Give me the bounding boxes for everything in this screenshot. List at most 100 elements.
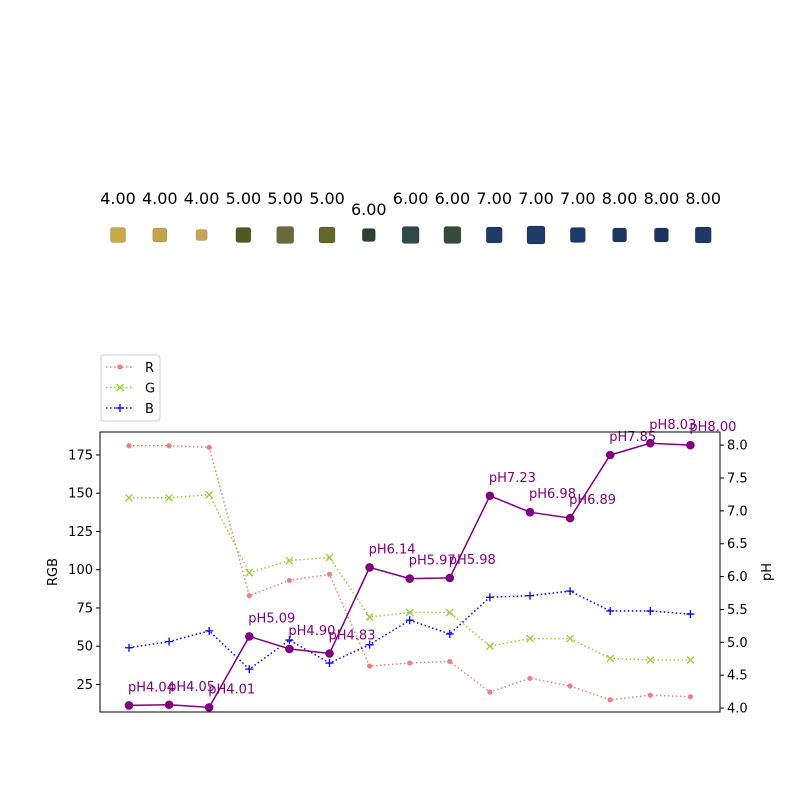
ph-series-point bbox=[485, 491, 495, 501]
r-series-point bbox=[126, 443, 132, 449]
b-series-point bbox=[686, 610, 695, 619]
ph-annotation: pH4.83 bbox=[329, 629, 376, 644]
sample-label: 4.00 bbox=[142, 189, 178, 208]
r-series-point bbox=[687, 694, 694, 700]
sample-swatch bbox=[569, 227, 586, 243]
y2-tick-label: 4.5 bbox=[727, 669, 748, 684]
legend-label: R bbox=[145, 361, 154, 376]
b-series-point bbox=[165, 637, 174, 646]
r-series-point bbox=[447, 658, 453, 665]
b-series-point bbox=[646, 607, 655, 616]
b-series-point bbox=[285, 636, 294, 645]
y2-tick-label: 6.0 bbox=[727, 570, 748, 585]
sample-swatch bbox=[612, 227, 627, 243]
r-series-point bbox=[246, 593, 252, 599]
y-tick-label: 125 bbox=[68, 525, 93, 540]
sample-swatch bbox=[318, 226, 336, 244]
ph-annotation: pH7.23 bbox=[489, 471, 536, 486]
b-series-point bbox=[205, 626, 214, 635]
sample-label: 5.00 bbox=[267, 189, 303, 208]
g-series-point bbox=[646, 656, 655, 664]
ph-series-point bbox=[525, 507, 535, 517]
ph-annotation: pH6.98 bbox=[529, 487, 576, 502]
sample-label: 7.00 bbox=[560, 189, 596, 208]
ph-series-point bbox=[565, 513, 575, 523]
sample-swatch bbox=[276, 226, 295, 244]
g-series-point bbox=[245, 568, 254, 577]
y-tick-label: 25 bbox=[76, 678, 93, 693]
b-series-point bbox=[606, 607, 615, 616]
sample-swatch bbox=[485, 226, 503, 244]
legend: RGB bbox=[100, 354, 161, 422]
g-series-point bbox=[365, 613, 374, 622]
sample-label: 6.00 bbox=[351, 200, 387, 219]
sample-label: 4.00 bbox=[184, 189, 220, 208]
g-series-point bbox=[205, 490, 214, 499]
ph-annotation: pH5.97 bbox=[409, 554, 456, 569]
r-series-point bbox=[206, 444, 212, 450]
ph-annotation: pH6.89 bbox=[569, 493, 616, 508]
ph-series-point bbox=[204, 703, 214, 712]
sample-swatch bbox=[361, 228, 376, 242]
sample-label: 5.00 bbox=[309, 189, 345, 208]
ph-series-point bbox=[605, 450, 615, 460]
y2-tick-label: 7.0 bbox=[727, 504, 748, 519]
g-series-point bbox=[445, 608, 454, 617]
sample-swatch bbox=[110, 227, 126, 243]
y2-tick-label: 5.0 bbox=[727, 636, 748, 651]
legend-marker bbox=[117, 364, 123, 370]
y-axis-label: RGB bbox=[46, 558, 61, 586]
ph-annotation: pH4.05 bbox=[168, 680, 215, 695]
sample-swatch bbox=[654, 227, 669, 243]
sample-label: 7.00 bbox=[476, 189, 512, 208]
legend-marker bbox=[116, 404, 124, 412]
legend-label: G bbox=[145, 382, 155, 397]
r-series-point bbox=[407, 660, 413, 666]
b-series-point bbox=[485, 593, 494, 602]
sample-label: 8.00 bbox=[602, 189, 638, 208]
b-series-point bbox=[325, 659, 334, 668]
g-series-point bbox=[566, 634, 575, 643]
g-series-point bbox=[606, 654, 615, 663]
b-series-line bbox=[128, 590, 691, 671]
y2-tick-label: 8.0 bbox=[727, 439, 748, 454]
ph-annotation: pH8.00 bbox=[689, 420, 736, 435]
r-series-point bbox=[527, 675, 533, 681]
ph-series-point bbox=[365, 563, 374, 572]
b-series-point bbox=[445, 629, 454, 638]
ph-series-point bbox=[445, 573, 455, 583]
g-series-point bbox=[125, 493, 133, 502]
legend-label: B bbox=[145, 402, 154, 417]
r-series-point bbox=[567, 683, 573, 689]
r-series-point bbox=[367, 663, 373, 669]
g-series-point bbox=[285, 556, 294, 565]
b-series-point bbox=[566, 587, 575, 596]
legend-marker bbox=[116, 383, 124, 392]
sample-label: 6.00 bbox=[393, 189, 429, 208]
sample-swatch bbox=[694, 226, 712, 244]
y-tick-label: 150 bbox=[68, 487, 93, 502]
b-series-point bbox=[405, 616, 414, 625]
y2-tick-label: 7.5 bbox=[727, 472, 748, 487]
ph-annotation: pH6.14 bbox=[369, 542, 416, 557]
plot-frame bbox=[99, 431, 721, 713]
y-tick-label: 175 bbox=[68, 448, 93, 463]
sample-swatch bbox=[526, 225, 546, 245]
g-series-point bbox=[485, 642, 494, 651]
sample-swatch-row: 4.00 4.00 4.00 5.00 5.00 5.00 6.00 6.00 6.00 7.00… bbox=[100, 189, 721, 245]
plot-area: 25 50 75 100 125 150 175 4.0 4.5 5.0 5.5 6.0 6.5 7.0 7… bbox=[46, 418, 775, 716]
sample-swatch bbox=[235, 227, 252, 243]
ph-series-point bbox=[686, 440, 695, 450]
ph-annotation: pH4.04 bbox=[128, 680, 175, 695]
ph-series-point bbox=[124, 701, 134, 710]
ph-annotation: pH5.98 bbox=[449, 553, 496, 568]
b-series-point bbox=[365, 640, 374, 649]
y2-tick-label: 4.0 bbox=[727, 702, 748, 717]
g-series-point bbox=[686, 656, 695, 664]
r-series-point bbox=[607, 697, 613, 703]
sample-swatch bbox=[443, 226, 462, 244]
ph-annotation: pH7.85 bbox=[609, 430, 656, 445]
sample-swatch bbox=[195, 229, 208, 241]
ph-annotation: pH5.09 bbox=[248, 611, 295, 626]
